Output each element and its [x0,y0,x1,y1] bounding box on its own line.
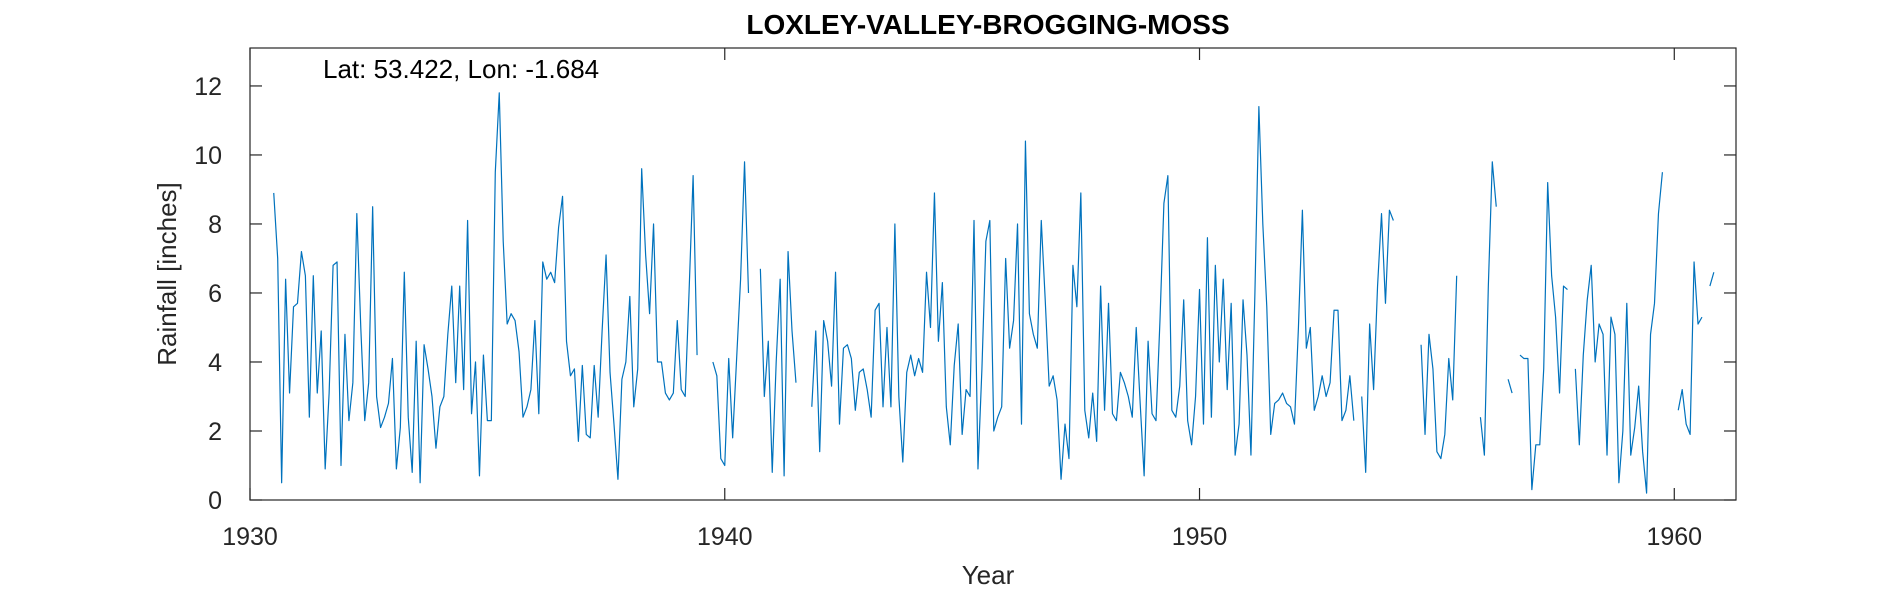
x-tick-label: 1930 [222,523,278,551]
y-tick-label: 6 [208,280,222,308]
plot-area [250,48,1736,500]
y-axis-label: Rainfall [inches] [152,182,182,366]
x-tick-label: 1940 [697,523,753,551]
y-tick-label: 8 [208,211,222,239]
x-tick-label: 1950 [1172,523,1228,551]
y-tick-label: 4 [208,349,222,377]
x-tick-label: 1960 [1646,523,1702,551]
location-annotation: Lat: 53.422, Lon: -1.684 [323,54,599,84]
data-layer [273,92,1715,494]
y-tick-label: 2 [208,418,222,446]
ticks-layer: 1930 1940 1950 1960 0 2 4 6 8 10 12 [194,48,1736,551]
plot-frame [249,47,1737,501]
y-tick-label: 10 [194,142,222,170]
x-axis-label: Year [962,560,1015,590]
chart-title: LOXLEY-VALLEY-BROGGING-MOSS [746,9,1229,40]
y-tick-label: 0 [208,487,222,515]
y-tick-label: 12 [194,73,222,101]
rainfall-series-line [273,92,1715,494]
